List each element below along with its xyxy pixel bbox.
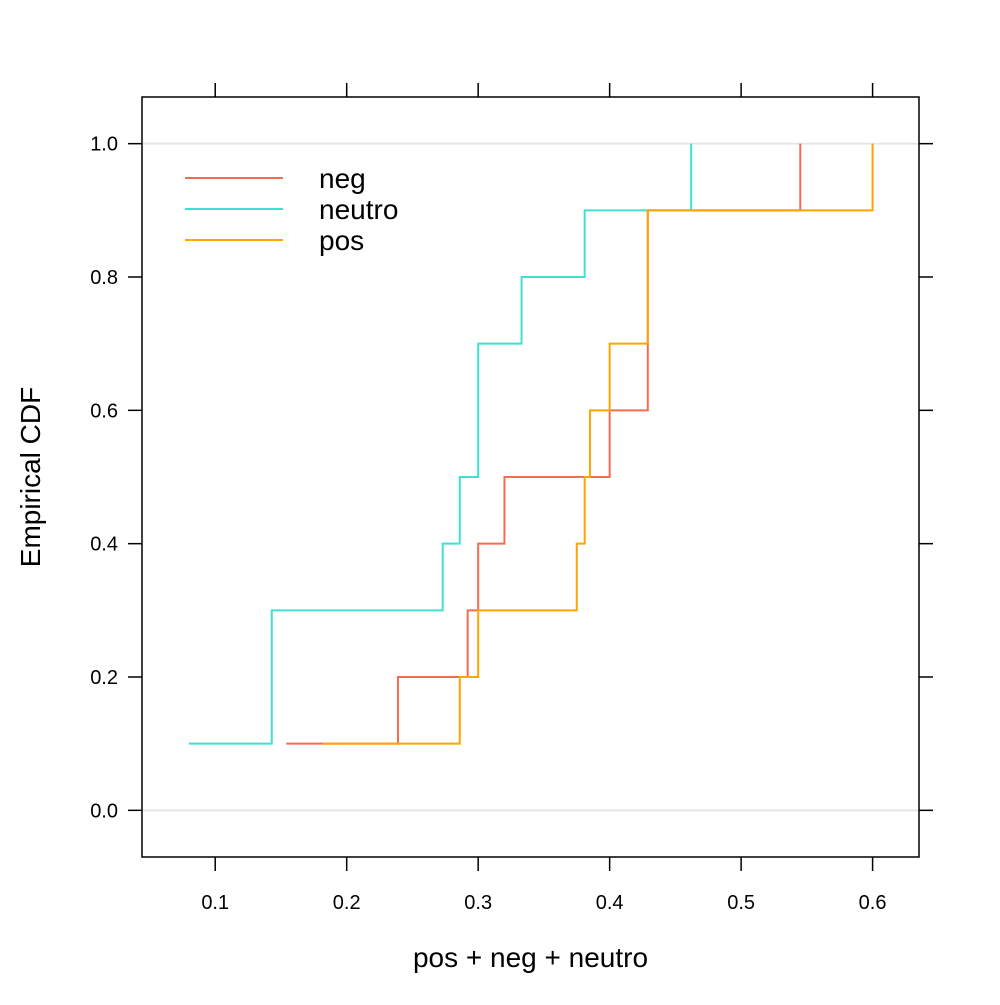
x-tick-label: 0.4 xyxy=(596,892,624,914)
y-tick-label: 0.2 xyxy=(90,667,118,689)
legend-label-neg: neg xyxy=(319,163,366,194)
x-tick-label: 0.6 xyxy=(859,892,887,914)
y-tick-label: 0.4 xyxy=(90,534,118,556)
x-tick-label: 0.3 xyxy=(464,892,492,914)
y-tick-label: 0.6 xyxy=(90,400,118,422)
reference-lines xyxy=(142,142,919,812)
plot-panel xyxy=(141,96,920,858)
y-tick-label: 0.8 xyxy=(90,267,118,289)
x-tick-label: 0.1 xyxy=(201,892,229,914)
x-tick-label: 0.5 xyxy=(727,892,755,914)
x-tick-label: 0.2 xyxy=(333,892,361,914)
y-tick-label: 1.0 xyxy=(90,134,118,156)
legend-label-neutro: neutro xyxy=(319,194,398,225)
y-axis-title: Empirical CDF xyxy=(15,387,46,567)
series-neutro xyxy=(188,143,693,745)
ecdf-step-line-neutro xyxy=(188,143,693,745)
y-tick-label: 0.0 xyxy=(90,800,118,822)
series-pos xyxy=(323,143,874,745)
ecdf-step-line-pos xyxy=(323,143,874,745)
axis-ticks xyxy=(128,83,933,871)
series-layer xyxy=(188,143,874,745)
x-axis-title: pos + neg + neutro xyxy=(413,942,648,973)
axis-tick-labels: 0.1 0.2 0.3 0.4 0.5 0.6 0.0 0.2 0.4 0.6 0.8 1.0 xyxy=(90,134,886,914)
legend-label-pos: pos xyxy=(319,225,364,256)
